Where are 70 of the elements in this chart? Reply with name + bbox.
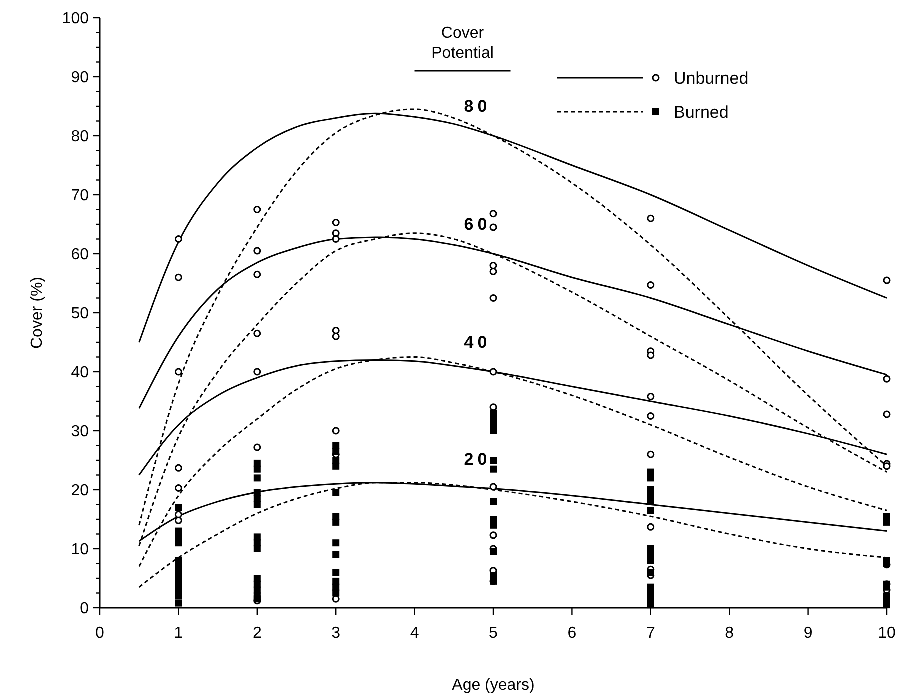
point [647, 393, 655, 401]
x-tick-label: 2 [252, 625, 262, 642]
x-tick-label: 3 [332, 625, 341, 642]
point [332, 236, 340, 243]
annotation: Cover Potential [432, 25, 494, 62]
x-tick-label: 8 [725, 625, 734, 642]
point [254, 206, 262, 214]
point [332, 332, 340, 340]
y-tick-label: 100 [62, 10, 90, 28]
annotation: 80 [464, 96, 492, 116]
point [254, 247, 262, 255]
y-tick-label: 0 [80, 600, 90, 618]
point [332, 326, 340, 334]
y-tick-label: 20 [71, 482, 90, 500]
point [332, 218, 340, 226]
point [332, 230, 340, 238]
x-tick-label: 4 [410, 625, 420, 642]
x-tick-label: 9 [804, 625, 813, 642]
legend-label: Burned [674, 102, 729, 122]
point [174, 464, 182, 472]
point [254, 330, 262, 338]
point [647, 282, 655, 290]
point [647, 214, 655, 222]
y-tick-label: 50 [71, 306, 90, 323]
line-series [138, 232, 888, 547]
y-tick-label: 80 [71, 128, 90, 146]
point [174, 236, 182, 243]
annotation: 20 [464, 450, 492, 469]
point [490, 268, 498, 276]
point [490, 294, 498, 302]
y-tick-label: 90 [71, 70, 90, 87]
point [647, 450, 655, 458]
point [490, 210, 498, 218]
point [490, 532, 498, 540]
point [490, 224, 498, 232]
point [883, 375, 891, 383]
point [254, 444, 262, 452]
annotation: 60 [464, 214, 492, 234]
line-series [138, 356, 888, 568]
point [254, 368, 262, 376]
point [647, 352, 655, 360]
point [174, 511, 182, 519]
point [647, 523, 655, 531]
x-tick-label: 10 [878, 625, 896, 642]
point [647, 412, 655, 420]
y-tick-label: 30 [71, 424, 90, 441]
legend-label: Unburned [674, 68, 749, 88]
x-axis-title: Age (years) [452, 677, 535, 694]
y-axis-title: Cover (%) [29, 276, 46, 350]
point [174, 274, 182, 282]
point [490, 368, 498, 376]
y-tick-label: 60 [71, 246, 90, 264]
point [332, 427, 340, 435]
annotation: 40 [464, 332, 492, 352]
y-tick-label: 70 [71, 188, 90, 205]
point [883, 410, 891, 418]
x-tick-label: 7 [646, 625, 656, 642]
point [174, 484, 182, 492]
y-tick-label: 40 [71, 364, 90, 382]
point [174, 368, 182, 376]
point [883, 276, 891, 284]
x-tick-label: 5 [489, 625, 498, 642]
x-tick-label: 1 [174, 625, 184, 642]
point [490, 483, 498, 491]
point [254, 270, 262, 278]
x-tick-label: 0 [96, 625, 105, 642]
x-tick-label: 6 [568, 625, 577, 642]
point [883, 462, 891, 470]
y-tick-label: 10 [71, 542, 90, 559]
point [174, 516, 182, 524]
